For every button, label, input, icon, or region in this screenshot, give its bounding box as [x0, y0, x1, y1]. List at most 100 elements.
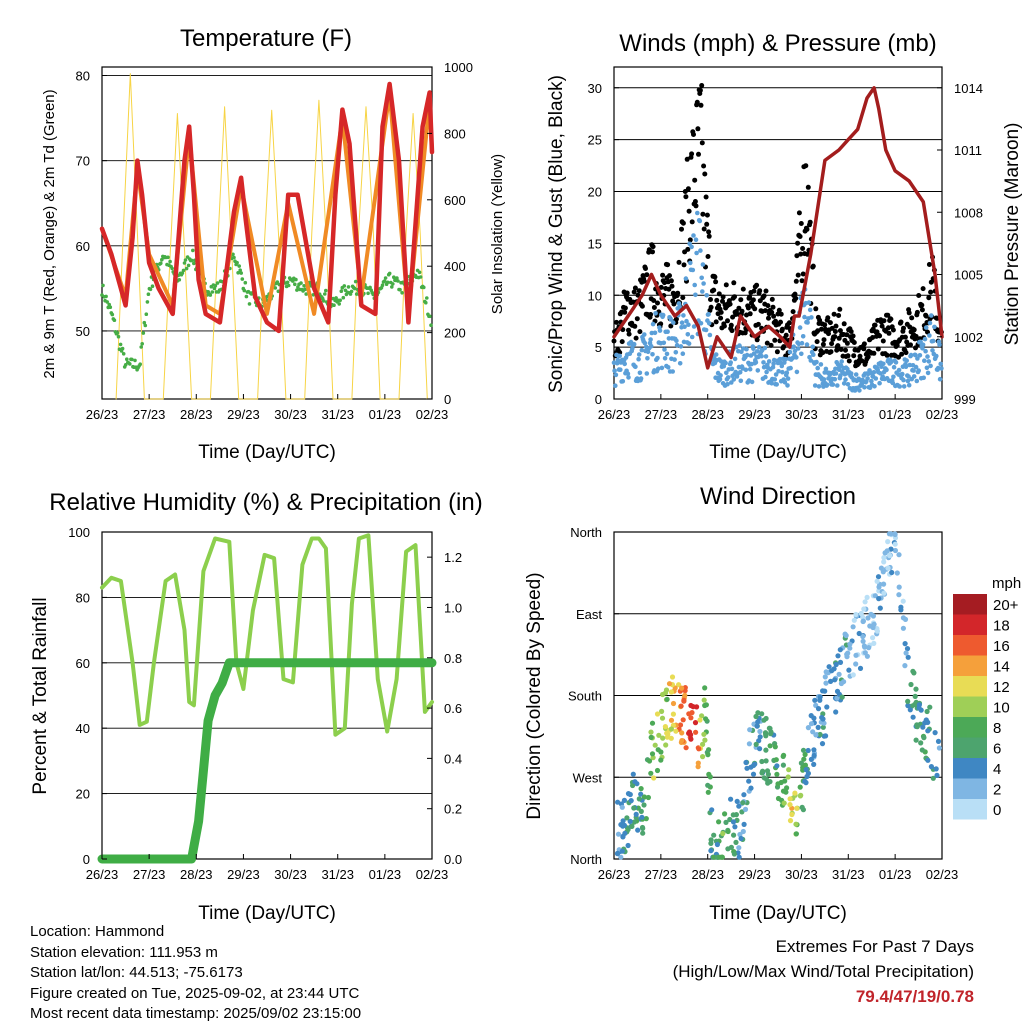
gust-point: [765, 303, 771, 309]
direction-point: [668, 726, 675, 732]
dewpoint-point: [142, 320, 147, 325]
dewpoint-point: [183, 258, 188, 262]
gust-point: [705, 254, 711, 259]
winds-panel: Winds (mph) & Pressure (mb) 26/23 27/23 28…: [546, 30, 1023, 463]
wind-point: [938, 361, 943, 367]
direction-point: [782, 778, 788, 784]
dewpoint-point: [107, 302, 111, 307]
direction-point: [659, 715, 666, 721]
wind-point: [818, 362, 824, 367]
wind-point: [904, 358, 909, 363]
direction-point: [773, 757, 779, 763]
direction-point: [903, 650, 909, 656]
wind-point: [662, 347, 667, 352]
direction-point: [654, 767, 661, 774]
wind-point: [679, 320, 685, 326]
wind-point: [794, 355, 799, 360]
elevation-text: Station elevation: 111.953 m: [30, 943, 218, 961]
direction-point: [701, 731, 707, 737]
direction-point: [781, 800, 787, 806]
direction-point: [847, 641, 853, 647]
wind-point: [693, 237, 699, 242]
wind-point: [891, 364, 897, 370]
gust-point: [877, 333, 883, 339]
gust-point: [778, 311, 784, 317]
direction-point: [648, 729, 654, 735]
direction-point: [648, 770, 654, 776]
y-tick-label: 50: [76, 324, 90, 339]
direction-point: [757, 728, 763, 735]
extremes-box: Extremes For Past 7 Days (High/Low/Max W…: [673, 934, 974, 1009]
gust-point: [888, 316, 894, 322]
gust-point: [745, 305, 751, 311]
gust-point: [859, 358, 865, 364]
x-tick-label: 29/23: [738, 867, 771, 882]
direction-point: [760, 768, 766, 774]
wind-point: [921, 375, 926, 381]
legend-label: 14: [993, 659, 1010, 676]
direction-point: [741, 821, 747, 828]
gust-point: [846, 358, 852, 364]
dewpoint-point: [273, 286, 278, 290]
direction-point: [785, 774, 791, 780]
direction-point: [881, 555, 887, 561]
gust-point: [837, 306, 843, 312]
wind-point: [657, 328, 663, 333]
dewpoint-point: [181, 268, 186, 273]
legend-label: 18: [993, 618, 1010, 635]
dewpoint-point: [400, 291, 404, 295]
direction-point: [738, 835, 744, 842]
gust-point: [713, 279, 719, 285]
direction-point: [910, 714, 916, 720]
wind-point: [811, 352, 816, 358]
dewpoint-point: [286, 283, 291, 288]
direction-point: [645, 794, 652, 801]
wind-point: [848, 371, 854, 376]
dewpoint-point: [392, 275, 396, 280]
dewpoint-point: [184, 266, 189, 271]
gust-point: [650, 249, 655, 255]
wind-point: [677, 304, 682, 309]
direction-point: [660, 691, 666, 698]
wind-point: [792, 348, 798, 354]
y2-tick-label: 800: [444, 126, 466, 141]
wind-point: [903, 364, 909, 370]
y-tick-label: 20: [76, 787, 90, 802]
temperature-y-label: 2m & 9m T (Red, Orange) & 2m Td (Green): [41, 89, 58, 378]
gust-point: [725, 318, 730, 324]
extremes-subtitle: (High/Low/Max Wind/Total Precipitation): [672, 962, 974, 981]
direction-point: [911, 670, 917, 676]
direction-point: [819, 741, 826, 747]
gust-point: [658, 321, 664, 327]
gust-point: [711, 287, 717, 293]
wind-point: [877, 371, 883, 376]
direction-point: [801, 756, 807, 762]
wind-point: [724, 370, 729, 376]
y-tick-label: 80: [76, 69, 90, 84]
gust-point: [632, 323, 638, 329]
direction-point: [823, 680, 829, 686]
wind-point: [622, 361, 627, 367]
dewpoint-point: [321, 299, 326, 303]
y2-tick-label: 1000: [444, 60, 473, 75]
dewpoint-point: [425, 296, 429, 300]
wind-point: [769, 381, 774, 386]
direction-point: [732, 824, 738, 830]
direction-point: [874, 628, 881, 634]
y-tick-label: 100: [68, 525, 90, 540]
dewpoint-point: [418, 275, 423, 279]
dewpoint-point: [302, 284, 306, 288]
wind-point: [924, 365, 930, 371]
gust-point: [679, 226, 684, 232]
y-tick-label: East: [576, 607, 602, 622]
direction-point: [935, 738, 942, 745]
wind-point: [906, 374, 911, 379]
gust-point: [692, 177, 698, 183]
gust-point: [817, 317, 823, 323]
direction-point: [706, 771, 712, 778]
dewpoint-point: [295, 288, 299, 292]
direction-point: [889, 569, 895, 576]
humidity-plot-frame: [101, 531, 433, 860]
gust-point: [626, 331, 632, 337]
direction-point: [746, 778, 752, 784]
